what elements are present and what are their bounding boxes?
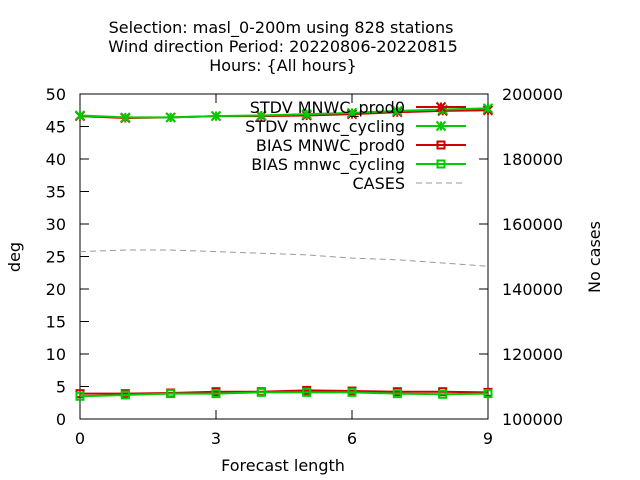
x-tick-label: 0 (75, 429, 85, 448)
legend-label: BIAS mnwc_cycling (251, 155, 405, 175)
y2-tick-label: 160000 (502, 215, 563, 234)
y-tick-label: 15 (46, 313, 66, 332)
data-point (347, 387, 357, 397)
legend-marker (436, 159, 446, 169)
y-tick-label: 50 (46, 85, 66, 104)
series-line (79, 107, 489, 119)
y-axis-label: deg (5, 242, 24, 272)
data-point (120, 390, 130, 400)
data-point (74, 110, 86, 121)
x-tick-label: 6 (347, 429, 357, 448)
data-point (301, 108, 312, 120)
legend-marker (435, 101, 447, 113)
legend-entry: STDV mnwc_cycling (245, 117, 466, 137)
y-tick-label: 45 (46, 118, 66, 137)
series-line (79, 249, 489, 267)
legend-entry: BIAS MNWC_prod0 (256, 136, 466, 156)
tick-labels: 0510152025303540455010000012000014000016… (46, 85, 563, 448)
y-tick-label: 10 (46, 345, 66, 364)
legend-entry: CASES (352, 174, 466, 193)
series-cases (79, 249, 489, 267)
data-point (166, 389, 176, 399)
data-point (165, 112, 176, 123)
data-point (438, 389, 448, 399)
data-point (483, 389, 493, 399)
y-tick-label: 30 (46, 215, 66, 234)
y-tick-label: 25 (46, 248, 66, 267)
data-point (482, 103, 494, 114)
y2-tick-label: 120000 (502, 345, 563, 364)
legend-label: STDV mnwc_cycling (245, 117, 405, 137)
y-tick-label: 35 (46, 183, 66, 202)
legend-marker (435, 120, 447, 132)
series-group (74, 103, 494, 401)
y2-tick-label: 180000 (502, 150, 563, 169)
y-tick-label: 20 (46, 280, 66, 299)
y2-axis-label: No cases (585, 221, 604, 293)
chart-title: Selection: masl_0-200m using 828 station… (108, 18, 458, 75)
x-tick-label: 3 (211, 429, 221, 448)
data-point (256, 387, 266, 397)
title-line-2: Wind direction Period: 20220806-20220815 (108, 37, 458, 56)
y-tick-label: 0 (56, 410, 66, 429)
data-point (120, 112, 131, 123)
data-point (210, 110, 222, 122)
data-point (211, 389, 221, 399)
series-line (79, 391, 489, 398)
legend-marker (436, 140, 446, 150)
data-point (392, 105, 403, 117)
y2-tick-label: 140000 (502, 280, 563, 299)
y-tick-label: 5 (56, 378, 66, 397)
legend-label: STDV MNWC_prod0 (250, 98, 405, 118)
axes (79, 93, 489, 420)
data-point (256, 110, 267, 121)
legend-label: CASES (352, 174, 405, 193)
x-tick-label: 9 (483, 429, 493, 448)
data-point (302, 387, 312, 397)
x-axis-label: Forecast length (221, 456, 345, 475)
y-tick-label: 40 (46, 150, 66, 169)
y2-tick-label: 200000 (502, 85, 563, 104)
title-line-3: Hours: {All hours} (209, 56, 357, 75)
data-point (75, 391, 85, 401)
title-line-1: Selection: masl_0-200m using 828 station… (109, 18, 454, 38)
legend-entry: BIAS mnwc_cycling (251, 155, 466, 175)
y2-tick-label: 100000 (502, 410, 563, 429)
series-bias-mnwc-cycling (75, 387, 493, 401)
legend-entry: STDV MNWC_prod0 (250, 98, 466, 118)
data-point (392, 389, 402, 399)
legend-label: BIAS MNWC_prod0 (256, 136, 405, 156)
data-point (346, 107, 358, 119)
